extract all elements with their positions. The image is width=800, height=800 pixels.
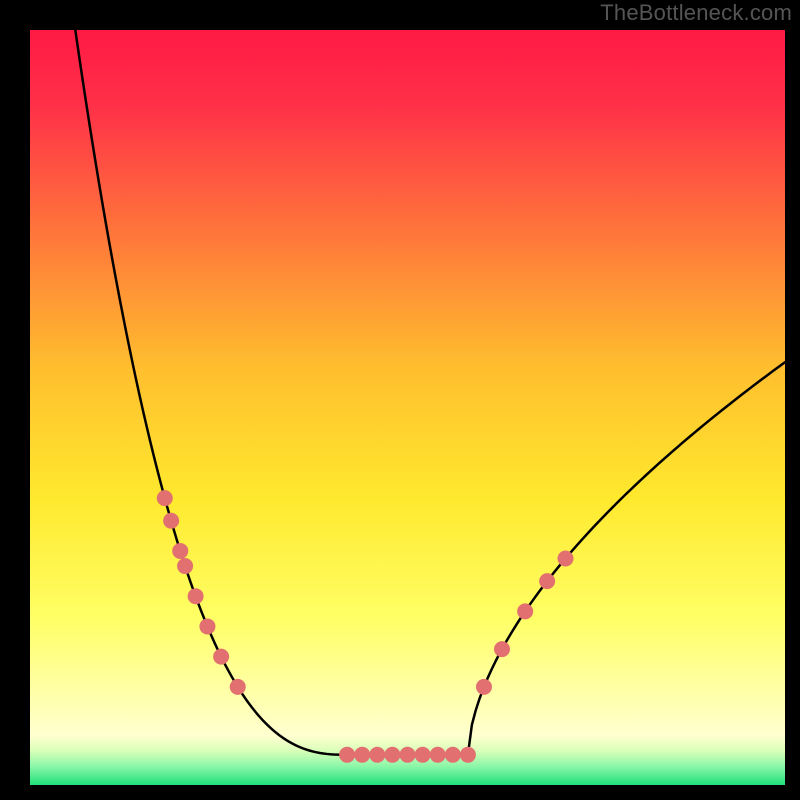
curve-marker bbox=[539, 573, 555, 589]
curve-marker bbox=[476, 679, 492, 695]
curve-marker bbox=[430, 747, 446, 763]
curve-marker bbox=[494, 641, 510, 657]
plot-area bbox=[30, 30, 785, 785]
curve-marker bbox=[558, 551, 574, 567]
curve-marker bbox=[460, 747, 476, 763]
bottleneck-curve-chart bbox=[30, 30, 785, 785]
curve-marker bbox=[172, 543, 188, 559]
curve-marker bbox=[384, 747, 400, 763]
curve-marker bbox=[199, 618, 215, 634]
curve-marker bbox=[213, 649, 229, 665]
curve-marker bbox=[354, 747, 370, 763]
curve-marker bbox=[369, 747, 385, 763]
curve-marker bbox=[339, 747, 355, 763]
curve-marker bbox=[163, 513, 179, 529]
curve-marker bbox=[400, 747, 416, 763]
curve-marker bbox=[517, 603, 533, 619]
curve-marker bbox=[415, 747, 431, 763]
curve-marker bbox=[445, 747, 461, 763]
curve-marker bbox=[177, 558, 193, 574]
watermark: TheBottleneck.com bbox=[600, 0, 792, 26]
curve-marker bbox=[188, 588, 204, 604]
curve-marker bbox=[157, 490, 173, 506]
curve-marker bbox=[230, 679, 246, 695]
